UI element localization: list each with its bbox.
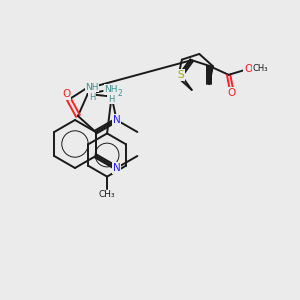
Text: CH₃: CH₃ — [99, 190, 116, 199]
Text: S: S — [178, 70, 184, 80]
Text: NH: NH — [85, 83, 99, 92]
Text: 2: 2 — [118, 89, 122, 98]
Text: NH: NH — [104, 85, 118, 94]
Text: CH₃: CH₃ — [253, 64, 268, 73]
Text: H: H — [108, 95, 114, 104]
Text: N: N — [113, 115, 120, 125]
Text: O: O — [62, 89, 71, 99]
Text: N: N — [113, 163, 120, 173]
Text: O: O — [244, 64, 252, 74]
Text: H: H — [89, 92, 95, 101]
Text: O: O — [227, 88, 235, 98]
Text: N: N — [108, 92, 116, 101]
